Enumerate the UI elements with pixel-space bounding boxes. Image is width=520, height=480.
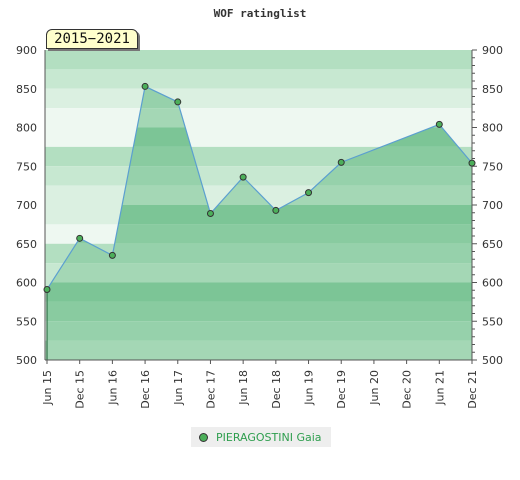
x-tick-label: Dec 17 [204, 370, 217, 409]
y-tick-label-right: 800 [482, 122, 503, 135]
data-points [43, 82, 476, 293]
area-band [47, 282, 472, 302]
x-tick-label: Dec 18 [270, 370, 283, 409]
x-tick-label: Jun 18 [237, 370, 250, 406]
plot-band [45, 50, 472, 70]
y-tick-label-left: 650 [16, 238, 37, 251]
y-tick-label-left: 600 [16, 277, 37, 290]
plot-band [45, 69, 472, 89]
legend-marker-icon [199, 432, 208, 442]
x-tick-label: Jun 15 [41, 370, 54, 406]
legend[interactable]: PIERAGOSTINI Gaia [191, 427, 331, 447]
y-tick-label-right: 650 [482, 238, 503, 251]
x-tick-label: Jun 17 [172, 370, 185, 406]
x-tick-label: Dec 15 [74, 370, 87, 409]
area-band [47, 224, 472, 244]
data-point[interactable] [141, 82, 149, 90]
data-point[interactable] [337, 158, 345, 166]
series-line [46, 85, 473, 290]
y-tick-label-right: 850 [482, 83, 503, 96]
plot-band [45, 108, 472, 128]
data-point[interactable] [435, 120, 443, 128]
y-tick-label-left: 700 [16, 199, 37, 212]
area-band [47, 263, 472, 283]
area-band [47, 301, 472, 322]
y-tick-label-right: 750 [482, 160, 503, 173]
y-tick-label-left: 500 [16, 354, 37, 367]
period-label: 2015−2021 [46, 29, 138, 49]
area-band [47, 321, 472, 341]
x-tick-label: Dec 19 [335, 370, 348, 409]
y-tick-label-left: 850 [16, 83, 37, 96]
area-band [47, 340, 472, 360]
x-tick-label: Dec 21 [466, 370, 479, 409]
x-tick-label: Jun 16 [106, 370, 119, 406]
y-tick-label-left: 900 [16, 44, 37, 57]
y-tick-label-right: 600 [482, 277, 503, 290]
data-point[interactable] [239, 173, 247, 181]
x-tick-label: Jun 21 [433, 370, 446, 406]
legend-label: PIERAGOSTINI Gaia [216, 430, 322, 444]
data-point[interactable] [468, 159, 476, 167]
y-tick-label-right: 550 [482, 315, 503, 328]
y-tick-label-right: 700 [482, 199, 503, 212]
data-point[interactable] [76, 234, 84, 242]
y-tick-label-right: 900 [482, 44, 503, 57]
data-point[interactable] [305, 189, 313, 197]
area-band [47, 205, 472, 225]
area-band [47, 185, 472, 205]
chart-title: WOF ratinglist [214, 7, 307, 20]
data-point[interactable] [206, 210, 214, 218]
data-point[interactable] [174, 98, 182, 106]
x-tick-label: Dec 20 [401, 370, 414, 409]
data-point[interactable] [272, 206, 280, 214]
x-tick-label: Jun 20 [368, 370, 381, 406]
data-point[interactable] [108, 251, 116, 259]
y-tick-label-right: 500 [482, 354, 503, 367]
y-tick-label-left: 550 [16, 315, 37, 328]
data-point[interactable] [43, 285, 51, 293]
y-tick-label-left: 800 [16, 122, 37, 135]
axes: 500 500 550 550 600 600 650 650 700 700 750 750 800 8… [16, 44, 503, 409]
y-tick-label-left: 750 [16, 160, 37, 173]
area-band [47, 243, 472, 264]
plot-band [45, 88, 472, 109]
x-tick-label: Jun 19 [303, 370, 316, 406]
x-tick-label: Dec 16 [139, 370, 152, 409]
